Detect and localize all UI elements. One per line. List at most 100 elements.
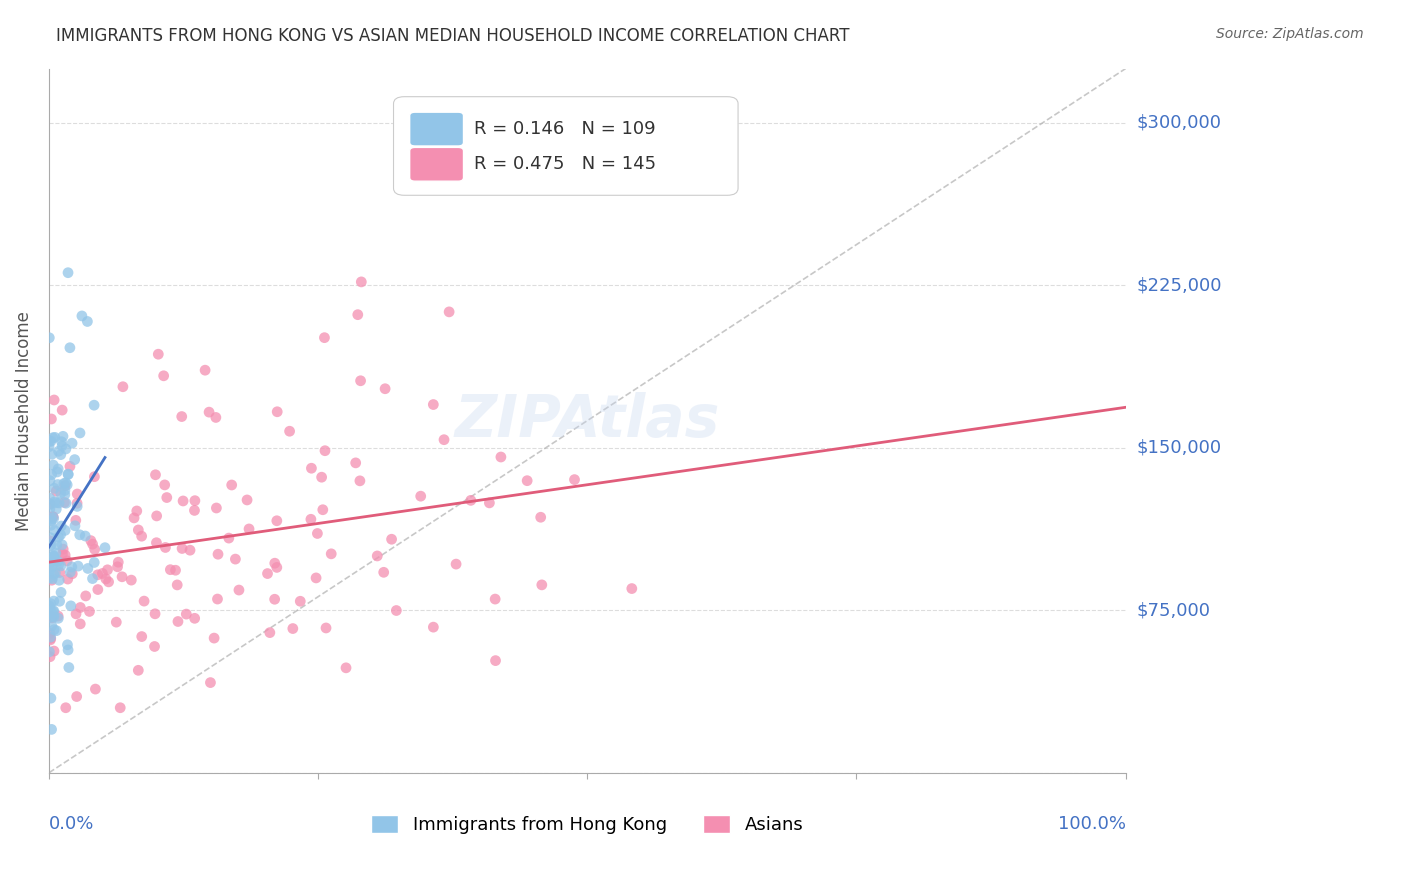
Point <box>41 467 63 482</box>
Point <box>184 493 207 508</box>
Point <box>344 456 367 470</box>
Text: R = 0.146   N = 109: R = 0.146 N = 109 <box>474 120 655 138</box>
Point <box>82 572 104 586</box>
Point <box>41 611 63 625</box>
Point <box>131 529 153 543</box>
Point <box>167 615 190 629</box>
Point <box>143 640 166 654</box>
Point <box>107 559 129 574</box>
Point <box>58 467 80 482</box>
Point <box>183 503 205 517</box>
Point <box>55 700 77 714</box>
Point <box>53 479 76 493</box>
Point <box>42 511 65 525</box>
Point <box>41 537 63 551</box>
Point <box>46 554 69 568</box>
Point <box>516 474 538 488</box>
Point <box>87 567 110 582</box>
Point <box>56 266 79 280</box>
Point <box>59 341 82 355</box>
Point <box>444 557 467 571</box>
Point <box>51 547 73 561</box>
Point <box>42 610 65 624</box>
Point <box>66 500 89 514</box>
Point <box>221 478 243 492</box>
Point <box>38 491 60 505</box>
Point <box>51 538 73 552</box>
Point <box>58 660 80 674</box>
Point <box>70 309 93 323</box>
Point <box>127 663 149 677</box>
Point <box>83 398 105 412</box>
Point <box>44 566 66 581</box>
Point <box>39 691 62 706</box>
Point <box>53 488 76 502</box>
Point <box>152 368 174 383</box>
Point <box>53 548 76 562</box>
Point <box>366 549 388 563</box>
Point <box>48 444 70 458</box>
Point <box>48 558 70 572</box>
Point <box>42 431 65 445</box>
Point <box>41 723 63 737</box>
Text: $300,000: $300,000 <box>1137 113 1222 132</box>
Text: 0.0%: 0.0% <box>49 815 94 833</box>
Point <box>620 582 643 596</box>
Point <box>38 331 60 345</box>
Point <box>38 434 60 448</box>
Point <box>38 571 60 585</box>
Point <box>56 477 79 491</box>
Point <box>39 632 62 646</box>
FancyBboxPatch shape <box>394 96 738 195</box>
Point <box>66 487 89 501</box>
Point <box>45 484 67 499</box>
Point <box>381 533 404 547</box>
Point <box>39 539 62 553</box>
Point <box>122 511 145 525</box>
Point <box>39 533 62 548</box>
Point <box>39 649 62 664</box>
Point <box>409 489 432 503</box>
Legend: Immigrants from Hong Kong, Asians: Immigrants from Hong Kong, Asians <box>371 814 803 834</box>
Point <box>349 374 371 388</box>
Point <box>53 495 76 509</box>
Point <box>56 554 79 568</box>
Point <box>41 619 63 633</box>
Point <box>349 474 371 488</box>
Point <box>76 561 98 575</box>
Point <box>312 502 335 516</box>
Point <box>105 615 128 629</box>
Point <box>42 604 65 618</box>
Point <box>42 623 65 637</box>
Point <box>49 486 72 500</box>
Point <box>155 541 177 555</box>
Point <box>46 465 69 479</box>
Point <box>346 308 368 322</box>
Text: R = 0.475   N = 145: R = 0.475 N = 145 <box>474 155 657 173</box>
Point <box>41 548 63 562</box>
Point <box>437 305 460 319</box>
Point <box>478 496 501 510</box>
Point <box>44 494 66 508</box>
Point <box>39 531 62 545</box>
Point <box>194 363 217 377</box>
Point <box>45 502 67 516</box>
Point <box>172 541 194 556</box>
Point <box>45 496 67 510</box>
Point <box>75 529 97 543</box>
Point <box>530 510 553 524</box>
Point <box>65 513 87 527</box>
Point <box>69 528 91 542</box>
Point <box>41 447 63 461</box>
Point <box>256 566 278 581</box>
Point <box>59 565 82 579</box>
Point <box>111 380 134 394</box>
Point <box>39 630 62 644</box>
Point <box>153 478 176 492</box>
Point <box>373 566 395 580</box>
Point <box>38 501 60 516</box>
Point <box>530 578 553 592</box>
Point <box>207 592 229 607</box>
Point <box>299 512 322 526</box>
Point <box>335 661 357 675</box>
